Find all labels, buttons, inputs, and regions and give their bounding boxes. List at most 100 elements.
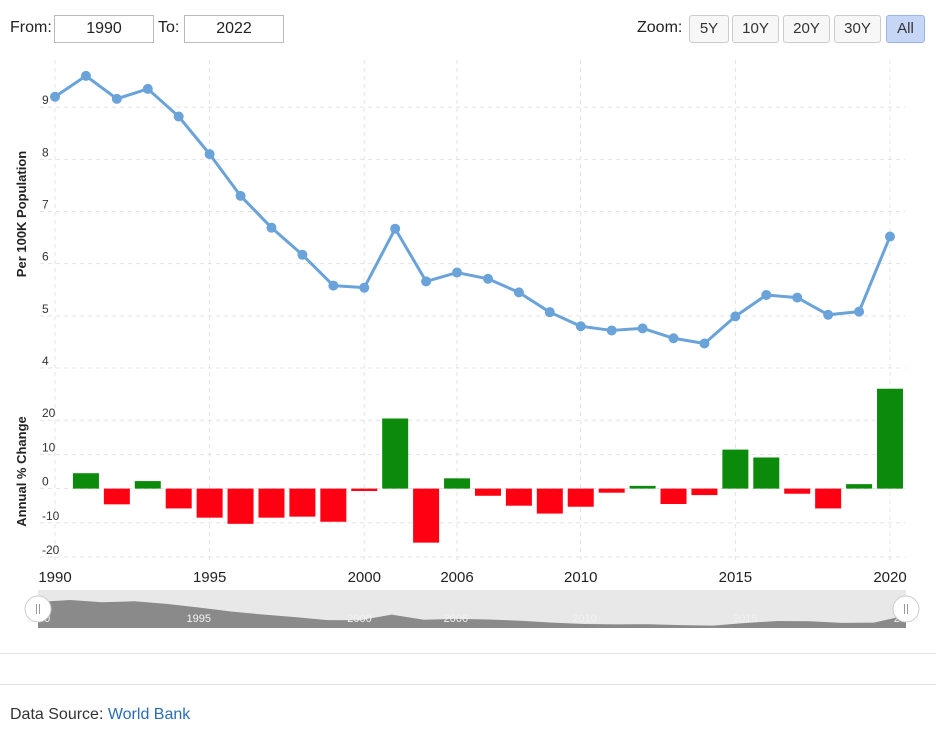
bar — [505, 488, 532, 506]
bar — [320, 488, 347, 522]
zoom-button[interactable]: 30Y — [834, 15, 881, 43]
y-tick-label: 5 — [42, 302, 49, 316]
point — [854, 306, 865, 317]
navigator-area — [38, 600, 906, 628]
point — [80, 70, 91, 81]
chart: Per 100K Population 4 5 6 7 8 9 Annual % Change… — [14, 60, 920, 628]
point — [50, 91, 60, 102]
y-tick-label: 20 — [42, 406, 56, 420]
footer: Data Source: World Bank — [10, 706, 190, 724]
y-tick-label: -20 — [42, 543, 60, 557]
to-label: To: — [158, 19, 180, 36]
point — [266, 222, 277, 233]
bar — [598, 488, 625, 493]
x-tick-label: 2020 — [873, 569, 906, 586]
point — [575, 321, 586, 332]
y-tick-label: 6 — [42, 250, 49, 264]
bar — [722, 449, 749, 489]
bar — [227, 488, 254, 524]
point — [482, 273, 493, 284]
bar — [846, 484, 873, 489]
point — [513, 287, 524, 298]
point — [297, 249, 308, 260]
bar — [289, 488, 316, 517]
bar — [753, 457, 780, 489]
navigator-label: 2015 — [733, 613, 757, 625]
point — [142, 83, 153, 94]
x-tick-label: 1995 — [193, 569, 226, 586]
point — [823, 309, 834, 320]
navigator-label: 1995 — [186, 613, 210, 625]
bar — [351, 488, 378, 491]
bar — [258, 488, 285, 518]
point — [235, 190, 246, 201]
x-tick-label: 2000 — [348, 569, 381, 586]
from-input[interactable]: 1990 — [54, 15, 154, 43]
navigator-label: 2000 — [347, 613, 371, 625]
navigator-label: 2010 — [572, 613, 596, 625]
bar — [134, 481, 161, 489]
point — [885, 231, 895, 242]
point — [452, 267, 463, 278]
bar — [196, 488, 223, 518]
bar — [691, 488, 718, 496]
y-axis-title: Per 100K Population — [14, 151, 29, 277]
bar — [567, 488, 594, 507]
bar — [72, 473, 99, 489]
y-axis-title: Annual % Change — [14, 416, 29, 527]
divider — [0, 684, 936, 685]
to-input[interactable]: 2022 — [184, 15, 284, 43]
point — [173, 111, 184, 122]
y-tick-label: -10 — [42, 509, 60, 523]
bar — [103, 488, 130, 505]
bar — [815, 488, 842, 509]
x-tick-label: 1990 — [38, 569, 71, 586]
x-tick-label: 2015 — [719, 569, 752, 586]
x-tick-label: 2006 — [440, 569, 473, 586]
zoom-label: Zoom: — [637, 19, 683, 36]
bar — [877, 388, 903, 489]
point — [359, 282, 370, 293]
source-link[interactable]: World Bank — [107, 706, 191, 723]
navigator-label: 2006 — [444, 613, 468, 625]
point — [328, 280, 339, 291]
y-tick-label: 4 — [42, 354, 49, 368]
y-tick-label: 10 — [42, 440, 56, 454]
point — [606, 325, 617, 336]
point — [792, 292, 803, 303]
bar — [474, 488, 501, 496]
bar — [784, 488, 811, 494]
bar — [660, 488, 687, 504]
source-label: Data Source: — [10, 706, 104, 723]
point — [668, 333, 679, 344]
point — [544, 307, 555, 318]
point — [637, 323, 648, 334]
point — [390, 223, 401, 234]
point — [730, 311, 741, 322]
line-series — [54, 74, 892, 345]
zoom-button[interactable]: 5Y — [689, 15, 729, 43]
y-tick-label: 8 — [42, 145, 49, 159]
y-tick-label: 9 — [42, 93, 49, 107]
y-tick-label: 0 — [42, 475, 49, 489]
zoom-button[interactable]: 10Y — [732, 15, 779, 43]
point — [761, 289, 772, 300]
zoom-button[interactable]: 20Y — [783, 15, 830, 43]
bar — [165, 488, 192, 509]
point — [699, 338, 710, 349]
point — [421, 276, 432, 287]
from-label: From: — [10, 19, 52, 36]
bar — [413, 488, 440, 543]
zoom-button[interactable]: All — [886, 15, 925, 43]
point — [111, 93, 122, 104]
point — [204, 149, 215, 160]
bar — [629, 485, 656, 489]
navigator-handle[interactable] — [24, 595, 52, 623]
divider — [0, 653, 936, 654]
bar — [382, 418, 409, 489]
x-tick-label: 2010 — [564, 569, 597, 586]
y-tick-label: 7 — [42, 198, 49, 212]
bar — [444, 478, 471, 489]
navigator-handle[interactable] — [892, 595, 920, 623]
